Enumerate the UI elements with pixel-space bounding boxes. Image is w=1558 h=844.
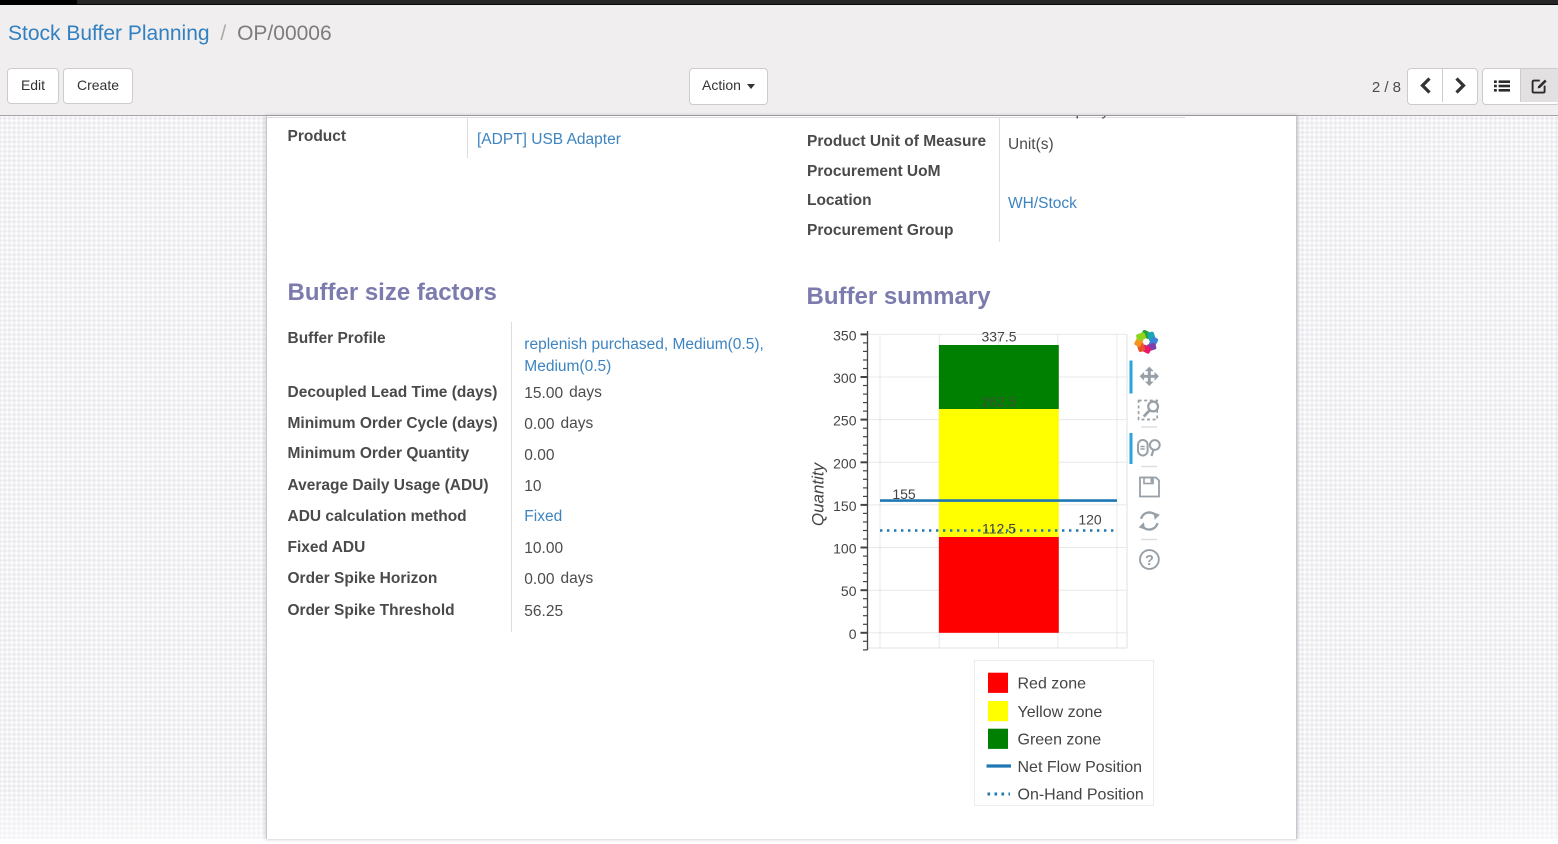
svg-text:250: 250: [833, 413, 857, 429]
svg-text:Red zone: Red zone: [1018, 675, 1087, 692]
svg-text:200: 200: [833, 455, 857, 471]
svg-text:150: 150: [833, 498, 857, 514]
svg-text:On-Hand Position: On-Hand Position: [1018, 786, 1144, 803]
svg-text:120: 120: [1078, 512, 1102, 528]
svg-text:112.5: 112.5: [982, 521, 1016, 537]
svg-text:350: 350: [833, 327, 857, 343]
svg-text:Green zone: Green zone: [1018, 731, 1102, 748]
svg-text:262.5: 262.5: [981, 394, 1016, 410]
svg-text:Quantity: Quantity: [809, 461, 828, 526]
svg-text:Yellow zone: Yellow zone: [1018, 703, 1103, 720]
svg-text:300: 300: [833, 370, 857, 386]
svg-text:?: ?: [1145, 553, 1154, 569]
svg-text:50: 50: [841, 583, 857, 599]
svg-text:337.5: 337.5: [981, 329, 1016, 345]
svg-text:0: 0: [849, 626, 857, 642]
svg-text:155: 155: [892, 486, 916, 502]
svg-text:100: 100: [833, 541, 857, 557]
svg-text:Net Flow Position: Net Flow Position: [1018, 759, 1143, 776]
